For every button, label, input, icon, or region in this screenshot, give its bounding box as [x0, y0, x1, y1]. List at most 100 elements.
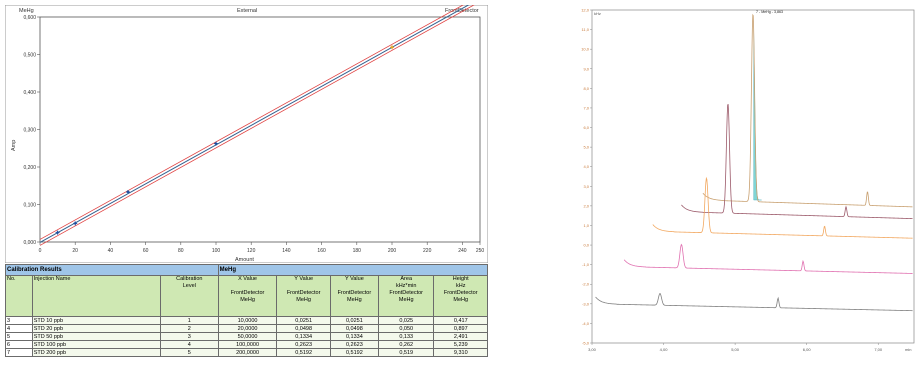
cal-y-tick-label: 0,600 — [23, 15, 36, 21]
chrom-y-tick-label: 9,0 — [583, 66, 589, 71]
chrom-plot-area: 12,0 11,0 10,0 9,0 8,0 7,0 6,0 5,0 4,0 3,0 2,0 1,0 0… — [581, 8, 915, 352]
cal-unit-label: MeHg — [19, 8, 34, 14]
header-injection-name: Injection Name — [31, 275, 161, 317]
row-y-value: 0,1334 — [276, 332, 331, 341]
cal-upper-band — [39, 0, 473, 240]
cal-y-tick-label: 0,500 — [23, 53, 36, 59]
chrom-y-tick-label: -3,0 — [582, 301, 590, 306]
cal-data-point-dot — [56, 231, 59, 234]
row-y-value: 0,0251 — [276, 316, 331, 325]
header-x-value: X Value FrontDetector MeHg — [217, 275, 278, 317]
table-analyte: MeHg — [217, 264, 488, 276]
calibration-table: Calibration Results MeHg No. Injection N… — [5, 264, 488, 357]
row-height: 9,310 — [433, 348, 488, 357]
row-area: 0,519 — [377, 348, 435, 357]
cal-x-tick-label: 250 — [476, 248, 485, 254]
row-level: 2 — [159, 324, 219, 333]
row-injection-name: STD 100 ppb — [31, 340, 161, 349]
chrom-y-tick-label: 4,0 — [583, 164, 589, 169]
row-y-value: 0,2623 — [276, 340, 331, 349]
row-no: 3 — [5, 316, 33, 325]
chrom-plot-frame — [591, 9, 915, 344]
cal-y-tick-label: 0,100 — [23, 203, 36, 209]
calibration-curve-panel: MeHg External FrontDetector Amp Amount 0… — [4, 0, 489, 264]
row-no: 4 — [5, 324, 33, 333]
cal-x-tick-label: 140 — [282, 248, 291, 254]
row-x-value: 20,0000 — [217, 324, 278, 333]
chrom-y-tick-label: 7,0 — [583, 105, 589, 110]
chrom-trace — [702, 13, 913, 208]
row-y-value-2: 0,2623 — [329, 340, 379, 349]
row-height: 0,897 — [433, 324, 488, 333]
cal-x-tick-label: 240 — [458, 248, 467, 254]
row-y-value-2: 0,0498 — [329, 324, 379, 333]
chrom-y-tick-label: 5,0 — [583, 145, 589, 150]
cal-detector-label: FrontDetector — [445, 8, 479, 14]
cal-data-point-dot — [126, 190, 130, 194]
chrom-y-tick-label: 2,0 — [583, 203, 589, 208]
row-injection-name: STD 20 ppb — [31, 324, 161, 333]
row-y-value-2: 0,5192 — [329, 348, 379, 357]
chrom-trace — [595, 293, 913, 312]
cal-y-tick-label: 0,400 — [23, 90, 36, 96]
chrom-y-tick-label: 1,0 — [583, 223, 589, 228]
chrom-trace — [652, 176, 913, 239]
table-row[interactable]: 4 STD 20 ppb 2 20,0000 0,0498 0,0498 0,0… — [5, 324, 488, 333]
chrom-y-tick-label: -2,0 — [582, 282, 590, 287]
cal-x-tick-label: 80 — [178, 248, 184, 254]
cal-x-tick-label: 180 — [353, 248, 362, 254]
header-y-value: Y Value FrontDetector MeHg — [276, 275, 331, 317]
cal-y-axis-label: Amp — [11, 140, 17, 151]
row-level: 5 — [159, 348, 219, 357]
row-x-value: 10,0000 — [217, 316, 278, 325]
table-row[interactable]: 5 STD 50 ppb 3 50,0000 0,1334 0,1334 0,1… — [5, 332, 488, 341]
cal-y-tick-label: 0,300 — [23, 128, 36, 134]
table-title: Calibration Results — [5, 264, 219, 276]
chrom-x-tick-label: 3,00 — [588, 347, 597, 352]
chrom-y-tick-label: -5,0 — [582, 341, 590, 346]
chrom-y-tick-label: 0,0 — [583, 243, 589, 248]
row-x-value: 100,0000 — [217, 340, 278, 349]
cal-x-tick-label: 40 — [108, 248, 114, 254]
chrom-trace — [623, 243, 913, 274]
cal-x-tick-label: 220 — [423, 248, 432, 254]
table-row[interactable]: 7 STD 200 ppb 5 200,0000 0,5192 0,5192 0… — [5, 348, 488, 357]
row-height: 0,417 — [433, 316, 488, 325]
chrom-y-tick-label: 8,0 — [583, 86, 589, 91]
row-no: 6 — [5, 340, 33, 349]
chrom-y-tick-label: 11,0 — [582, 27, 590, 32]
row-injection-name: STD 200 ppb — [31, 348, 161, 357]
table-row[interactable]: 3 STD 10 ppb 1 10,0000 0,0251 0,0251 0,0… — [5, 316, 488, 325]
row-no: 7 — [5, 348, 33, 357]
row-area: 0,262 — [377, 340, 435, 349]
table-row[interactable]: 6 STD 100 ppb 4 100,0000 0,2623 0,2623 0… — [5, 340, 488, 349]
row-level: 3 — [159, 332, 219, 341]
chrom-y-tick-label: -1,0 — [582, 262, 590, 267]
row-x-value: 50,0000 — [217, 332, 278, 341]
cal-lower-band — [39, 1, 481, 246]
cal-plot-area: 0,000 0,100 0,200 0,300 0,400 0,500 0,600 0 20 40… — [23, 0, 485, 254]
row-y-value: 0,5192 — [276, 348, 331, 357]
row-area: 0,050 — [377, 324, 435, 333]
chromatogram-chart: kHz min 12,0 11,0 10,0 9,0 8,0 7,0 6,0 5,0 4,0 3,… — [568, 7, 918, 364]
table-header-row: No. Injection Name Calibration Level X Va… — [5, 275, 488, 317]
row-height: 5,239 — [433, 340, 488, 349]
cal-x-tick-label: 100 — [212, 248, 221, 254]
cal-x-tick-label: 120 — [247, 248, 256, 254]
row-area: 0,133 — [377, 332, 435, 341]
header-area: Area kHz*min FrontDetector MeHg — [377, 275, 435, 317]
chrom-x-tick-label: 4,00 — [660, 347, 669, 352]
row-area: 0,025 — [377, 316, 435, 325]
cal-y-tick-label: 0,200 — [23, 165, 36, 171]
chrom-x-tick-label: 6,00 — [803, 347, 812, 352]
header-y-value-2: Y Value FrontDetector MeHg — [329, 275, 379, 317]
header-height: Height kHz FrontDetector MeHg — [433, 275, 488, 317]
chrom-y-unit-label: kHz — [594, 11, 601, 16]
row-injection-name: STD 50 ppb — [31, 332, 161, 341]
chromatogram-panel: kHz min 12,0 11,0 10,0 9,0 8,0 7,0 6,0 5,0 4,0 3,… — [568, 7, 918, 364]
cal-data-point-dot — [214, 142, 218, 145]
cal-chart-title: External — [237, 8, 257, 14]
row-injection-name: STD 10 ppb — [31, 316, 161, 325]
cal-x-axis-label: Amount — [235, 257, 254, 263]
chrom-y-tick-label: -4,0 — [582, 321, 590, 326]
